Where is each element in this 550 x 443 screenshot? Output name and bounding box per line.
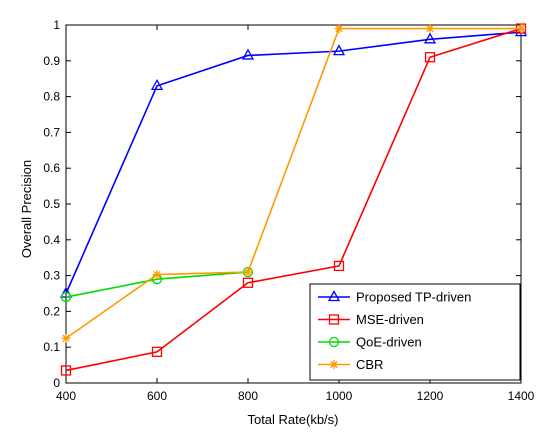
plot-area: 400 600 800 1000 1200 1400 0 0.1 0.2 0.3 0.4 0.5 0.6… [43,18,534,403]
y-tick-label: 0.4 [43,233,60,247]
data-point-cbr [243,267,253,277]
legend-marker-cbr [329,360,339,369]
legend-marker-proposed-tp-driven [327,290,341,302]
y-axis-label: Overall Precision [19,160,34,258]
data-point-cbr [516,24,526,34]
x-tick-label: 1200 [417,389,444,403]
x-tick-label: 400 [56,389,76,403]
x-tick-label: 1400 [508,389,535,403]
legend-label-qoe-driven: QoE-driven [356,335,422,350]
data-point-cbr [152,270,162,280]
legend-label-mse-driven: MSE-driven [356,312,424,327]
y-tick-label: 0.6 [43,161,60,175]
marker-stroke [153,270,161,279]
y-tick-label: 0.7 [43,125,60,139]
data-point-cbr [334,24,344,34]
marker-stroke [426,24,434,33]
series-line-qoe-driven [65,271,249,298]
legend-label-proposed-tp-driven: Proposed TP-driven [356,290,471,305]
data-point-proposed-tp-driven [241,48,255,60]
legend-marker-qoe-driven [328,336,340,348]
data-point-proposed-tp-driven [332,44,346,56]
marker-stroke [330,360,338,369]
data-point-mse-driven [151,346,163,358]
y-tick-label: 0 [53,376,60,390]
legend: Proposed TP-driven MSE-driven QoE-driven CB… [309,283,521,381]
legend-marker-mse-driven [328,314,340,325]
series-line-mse-driven [65,27,522,372]
marker-stroke [244,268,252,276]
data-point-cbr [425,24,435,34]
data-point-proposed-tp-driven [150,79,164,91]
y-tick-label: 0.8 [43,90,60,104]
y-tick-label: 0.2 [43,304,60,318]
y-tick-label: 0.1 [43,340,60,354]
marker-stroke [62,334,70,342]
data-point-mse-driven [424,52,436,63]
data-point-cbr [61,333,71,343]
data-point-qoe-driven [60,291,72,303]
x-axis-label: Total Rate(kb/s) [247,412,338,427]
y-tick-label: 0.3 [43,269,60,283]
series-line-cbr [65,27,521,339]
marker-stroke [517,24,525,33]
data-point-mse-driven [333,260,345,272]
x-tick-label: 1000 [326,389,353,403]
y-tick-label: 0.5 [43,197,60,211]
x-tick-label: 800 [238,389,258,403]
data-point-proposed-tp-driven [423,32,437,44]
series-line-proposed-tp-driven [65,31,522,294]
y-tick-label: 1 [53,18,60,32]
marker-stroke [335,24,343,33]
y-tick-label: 0.9 [43,54,60,68]
legend-label-cbr: CBR [356,357,383,372]
data-point-mse-driven [60,365,72,376]
x-tick-label: 600 [147,389,167,403]
data-point-mse-driven [242,277,254,288]
